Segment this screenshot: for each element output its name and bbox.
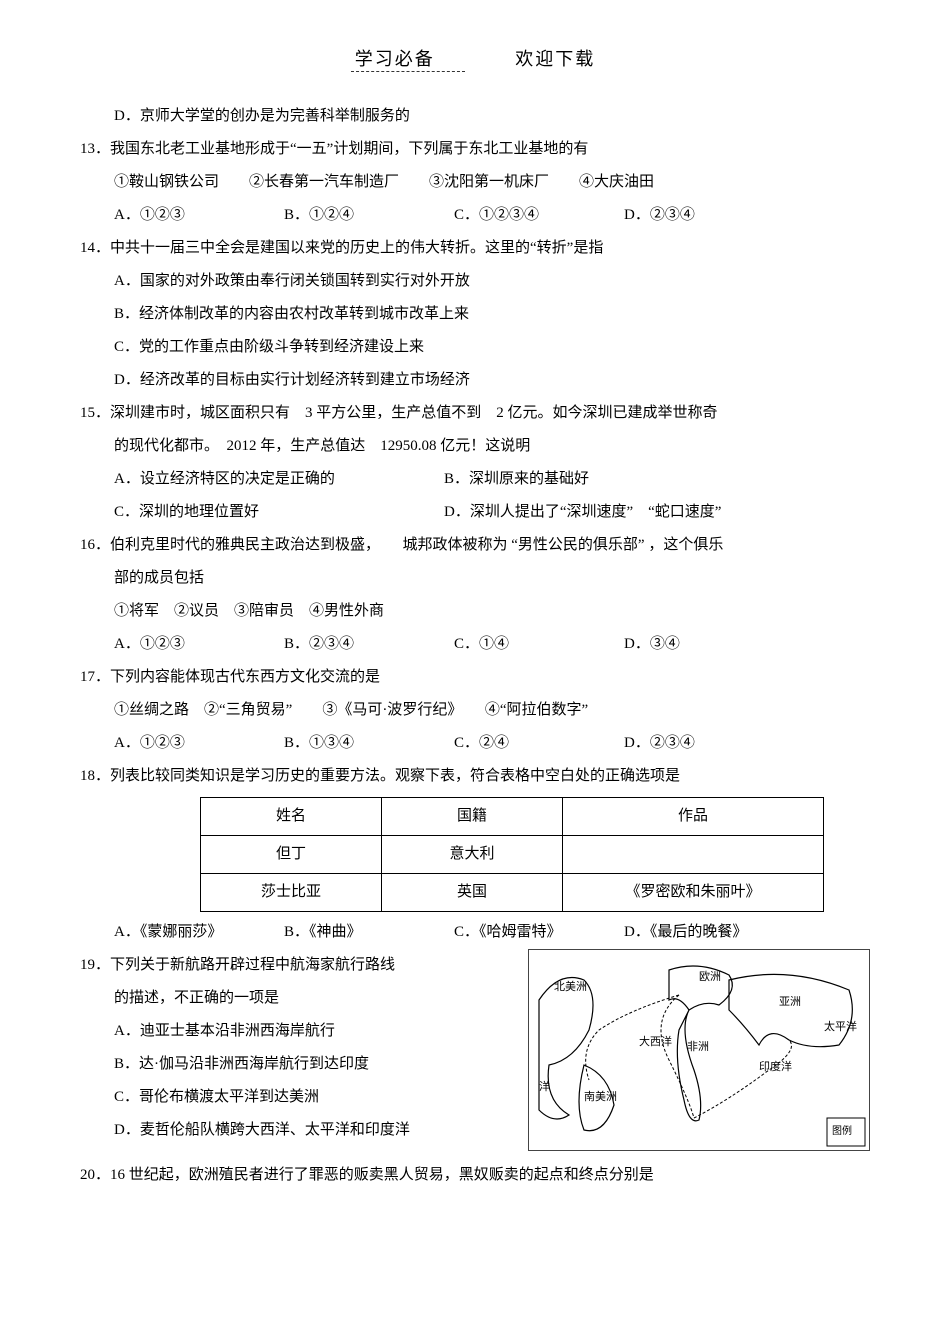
q13-a: A．①②③ <box>114 199 284 232</box>
map-label: 北美洲 <box>554 980 587 993</box>
td: 《罗密欧和朱丽叶》 <box>563 873 824 911</box>
th-nation: 国籍 <box>382 797 563 835</box>
table-row: 莎士比亚 英国 《罗密欧和朱丽叶》 <box>201 873 824 911</box>
q17-stem: 17．下列内容能体现古代东西方文化交流的是 <box>80 661 870 694</box>
q15-c: C．深圳的地理位置好 <box>114 496 444 529</box>
table-row: 但丁 意大利 <box>201 835 824 873</box>
q15-row2: C．深圳的地理位置好 D．深圳人提出了“深圳速度” “蛇口速度” <box>80 496 870 529</box>
q13-items: ①鞍山钢铁公司 ②长春第一汽车制造厂 ③沈阳第一机床厂 ④大庆油田 <box>80 166 870 199</box>
svg-text:亚洲: 亚洲 <box>779 996 801 1008</box>
q13-d: D．②③④ <box>624 199 794 232</box>
svg-text:非洲: 非洲 <box>687 1040 709 1053</box>
td: 莎士比亚 <box>201 873 382 911</box>
q13-stem: 13．我国东北老工业基地形成于“一五”计划期间，下列属于东北工业基地的有 <box>80 133 870 166</box>
td: 英国 <box>382 873 563 911</box>
q17-items: ①丝绸之路 ②“三角贸易” ③《马可·波罗行纪》 ④“阿拉伯数字” <box>80 694 870 727</box>
q15-stem1: 15．深圳建市时，城区面积只有 3 平方公里，生产总值不到 2 亿元。如今深圳已… <box>80 397 870 430</box>
q13-options: A．①②③ B．①②④ C．①②③④ D．②③④ <box>80 199 870 232</box>
header-right: 欢迎下载 <box>511 49 599 71</box>
svg-text:南美洲: 南美洲 <box>584 1090 617 1103</box>
page-header: 学习必备 欢迎下载 <box>80 40 870 80</box>
q15-a: A．设立经济特区的决定是正确的 <box>114 463 444 496</box>
q16-c: C．①④ <box>454 628 624 661</box>
q13-b: B．①②④ <box>284 199 454 232</box>
world-map-icon: 北美洲 欧洲 亚洲 非洲 南美洲 太平洋 洋 印度洋 大西洋 图例 <box>528 949 870 1151</box>
q17-d: D．②③④ <box>624 727 794 760</box>
q17-b: B．①③④ <box>284 727 454 760</box>
q19-map-figure: 北美洲 欧洲 亚洲 非洲 南美洲 太平洋 洋 印度洋 大西洋 图例 <box>528 949 870 1151</box>
q12-option-d: D．京师大学堂的创办是为完善科举制服务的 <box>80 100 870 133</box>
td: 意大利 <box>382 835 563 873</box>
svg-text:大西洋: 大西洋 <box>639 1034 672 1048</box>
q17-a: A．①②③ <box>114 727 284 760</box>
q15-d: D．深圳人提出了“深圳速度” “蛇口速度” <box>444 496 844 529</box>
q16-b: B．②③④ <box>284 628 454 661</box>
table-header-row: 姓名 国籍 作品 <box>201 797 824 835</box>
q18-c: C．《哈姆雷特》 <box>454 916 624 949</box>
th-name: 姓名 <box>201 797 382 835</box>
td: 但丁 <box>201 835 382 873</box>
svg-text:图例: 图例 <box>832 1124 852 1137</box>
svg-text:欧洲: 欧洲 <box>699 970 721 983</box>
q16-stem1: 16．伯利克里时代的雅典民主政治达到极盛， 城邦政体被称为 “男性公民的俱乐部”… <box>80 529 870 562</box>
th-work: 作品 <box>563 797 824 835</box>
q16-stem2: 部的成员包括 <box>80 562 870 595</box>
q14-stem: 14．中共十一届三中全会是建国以来党的历史上的伟大转折。这里的“转折”是指 <box>80 232 870 265</box>
q18-a: A．《蒙娜丽莎》 <box>114 916 284 949</box>
q18-d: D．《最后的晚餐》 <box>624 916 824 949</box>
q18-options: A．《蒙娜丽莎》 B．《神曲》 C．《哈姆雷特》 D．《最后的晚餐》 <box>80 916 870 949</box>
q16-items: ①将军 ②议员 ③陪审员 ④男性外商 <box>80 595 870 628</box>
header-left: 学习必备 <box>351 49 465 72</box>
q14-c: C．党的工作重点由阶级斗争转到经济建设上来 <box>80 331 870 364</box>
svg-text:洋: 洋 <box>539 1079 550 1093</box>
q15-row1: A．设立经济特区的决定是正确的 B．深圳原来的基础好 <box>80 463 870 496</box>
q14-d: D．经济改革的目标由实行计划经济转到建立市场经济 <box>80 364 870 397</box>
q16-d: D．③④ <box>624 628 794 661</box>
q15-stem2: 的现代化都市。 2012 年，生产总值达 12950.08 亿元！这说明 <box>80 430 870 463</box>
td <box>563 835 824 873</box>
q17-c: C．②④ <box>454 727 624 760</box>
svg-text:印度洋: 印度洋 <box>759 1059 792 1073</box>
q18-stem: 18．列表比较同类知识是学习历史的重要方法。观察下表，符合表格中空白处的正确选项… <box>80 760 870 793</box>
q14-b: B．经济体制改革的内容由农村改革转到城市改革上来 <box>80 298 870 331</box>
q18-b: B．《神曲》 <box>284 916 454 949</box>
q14-a: A．国家的对外政策由奉行闭关锁国转到实行对外开放 <box>80 265 870 298</box>
q16-options: A．①②③ B．②③④ C．①④ D．③④ <box>80 628 870 661</box>
q16-a: A．①②③ <box>114 628 284 661</box>
svg-text:太平洋: 太平洋 <box>824 1019 857 1033</box>
q18-table: 姓名 国籍 作品 但丁 意大利 莎士比亚 英国 《罗密欧和朱丽叶》 <box>200 797 824 912</box>
q20-stem: 20．16 世纪起，欧洲殖民者进行了罪恶的贩卖黑人贸易，黑奴贩卖的起点和终点分别… <box>80 1159 870 1192</box>
q15-b: B．深圳原来的基础好 <box>444 463 774 496</box>
q17-options: A．①②③ B．①③④ C．②④ D．②③④ <box>80 727 870 760</box>
q13-c: C．①②③④ <box>454 199 624 232</box>
